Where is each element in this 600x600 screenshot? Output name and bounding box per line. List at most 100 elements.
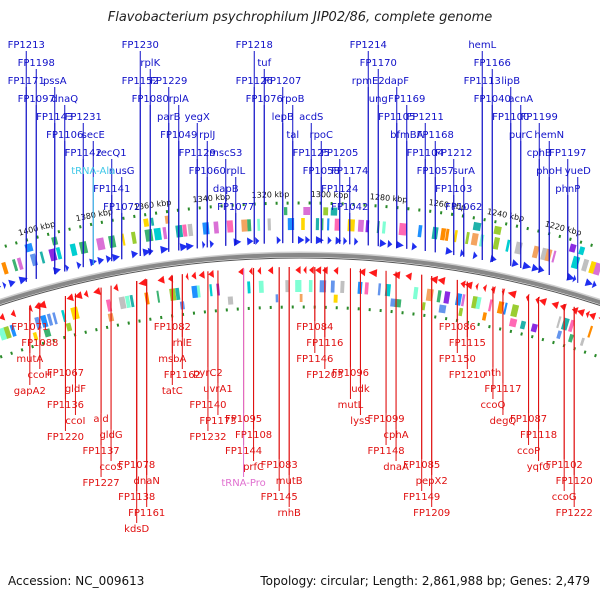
gene-label: FP1207 xyxy=(264,76,301,87)
gene-label: FP1083 xyxy=(261,460,298,471)
gene-arrow xyxy=(142,248,151,257)
gene-label: rnhB xyxy=(277,508,301,519)
gene-label: pyrC2 xyxy=(193,368,223,379)
gene-label: secE xyxy=(82,130,105,141)
gene-label: dapB xyxy=(213,184,239,195)
gene-label: bfmBA xyxy=(390,130,423,141)
gene-label: udk xyxy=(351,384,370,395)
forward-cog-track xyxy=(1,218,600,276)
gene-label: FP1126 xyxy=(236,76,273,87)
gene-label: FP1170 xyxy=(360,58,397,69)
gene-label: FP1136 xyxy=(47,400,84,411)
cog-box xyxy=(492,236,501,250)
gene-label: acnA xyxy=(508,94,533,105)
gene-label: pepX2 xyxy=(416,476,448,487)
gene-arrow xyxy=(257,266,262,275)
cog-box xyxy=(568,243,577,253)
gene-arrow xyxy=(267,266,274,275)
cog-box xyxy=(508,318,518,328)
gene-label: gldF xyxy=(65,384,86,395)
gene-arrow xyxy=(113,283,119,292)
gene-arrow xyxy=(585,310,591,319)
cog-box xyxy=(470,232,479,246)
gene-label: nth xyxy=(485,368,502,379)
cog-box xyxy=(323,207,329,216)
cog-box xyxy=(247,219,252,232)
cog-box xyxy=(377,283,382,296)
cog-box xyxy=(118,296,127,310)
gene-label: tatC xyxy=(162,386,183,397)
gene-label: FP1137 xyxy=(82,446,119,457)
gene-arrow xyxy=(64,264,69,272)
cog-box xyxy=(9,324,17,337)
cog-box xyxy=(587,325,594,338)
cog-box xyxy=(202,222,210,235)
gene-label: FP1209 xyxy=(413,508,450,519)
gene-label: FP1042 xyxy=(331,202,368,213)
gene-label: FP1116 xyxy=(306,338,343,349)
gene-label: kdsD xyxy=(124,524,149,535)
gene-label: lysS xyxy=(350,416,370,427)
gene-arrow xyxy=(343,236,348,245)
label-leader-lines xyxy=(25,51,579,523)
cog-box xyxy=(556,330,563,340)
gene-labels: FP1213 pssA FP1231 recQ1 FP1230 FP1229 yegX msc… xyxy=(8,40,593,535)
cog-box xyxy=(421,302,426,311)
cog-box xyxy=(579,337,585,347)
gene-arrow xyxy=(276,236,281,245)
gene-label: FP1102 xyxy=(546,460,583,471)
genome-backbone xyxy=(0,251,600,306)
cog-box xyxy=(340,280,345,294)
cog-box xyxy=(510,304,520,318)
gene-label: FP1071 xyxy=(11,322,48,333)
cog-box xyxy=(162,226,168,240)
gene-label: FP1106 xyxy=(46,130,83,141)
cog-box xyxy=(169,288,177,301)
gene-label: FP1049 xyxy=(160,130,197,141)
gene-arrow xyxy=(507,290,517,299)
gene-label: mutL xyxy=(338,400,364,411)
cog-box xyxy=(39,251,46,264)
gene-label: FP1198 xyxy=(18,58,55,69)
gene-arrow xyxy=(459,249,465,258)
gene-arrow xyxy=(430,275,439,284)
gene-arrow xyxy=(566,272,575,281)
gene-arrow xyxy=(28,304,33,313)
gene-arrow xyxy=(571,307,579,315)
gene-label: FP1100 xyxy=(492,112,529,123)
gene-label: FP1140 xyxy=(189,400,226,411)
gene-label: rplK xyxy=(140,58,160,69)
gene-label: degQ xyxy=(490,416,517,427)
cog-box xyxy=(48,248,58,262)
cog-box xyxy=(175,287,181,301)
cog-box xyxy=(124,295,131,309)
cog-box xyxy=(503,302,508,315)
cog-box xyxy=(326,218,330,231)
gene-label: pssA xyxy=(43,76,67,87)
gene-arrow xyxy=(501,288,506,296)
cog-box xyxy=(454,293,463,306)
gene-label: rhlE xyxy=(173,338,192,349)
gene-label: FP1214 xyxy=(350,40,387,51)
gene-label: FP1105 xyxy=(378,112,415,123)
cog-box xyxy=(295,280,302,293)
gene-arrow xyxy=(472,251,478,260)
gene-label: FP1117 xyxy=(484,384,521,395)
cog-box xyxy=(381,221,387,234)
cog-box xyxy=(209,284,213,297)
gene-arrow xyxy=(18,276,28,285)
gene-label: mutB xyxy=(276,476,303,487)
gene-label: FP1129 xyxy=(179,148,216,159)
cog-box xyxy=(247,281,251,294)
gene-label: recQ1 xyxy=(97,148,127,159)
cog-box xyxy=(472,221,482,232)
cog-box xyxy=(453,229,458,243)
cog-box xyxy=(588,260,597,274)
gene-arrow xyxy=(437,277,446,285)
cog-box xyxy=(465,231,470,245)
position-tick-label: 1320 kbp xyxy=(251,190,289,200)
cog-box xyxy=(144,228,154,242)
position-tick-label: 1300 kbp xyxy=(311,190,349,200)
cog-box xyxy=(213,221,220,234)
gene-label: FP1072 xyxy=(103,202,140,213)
